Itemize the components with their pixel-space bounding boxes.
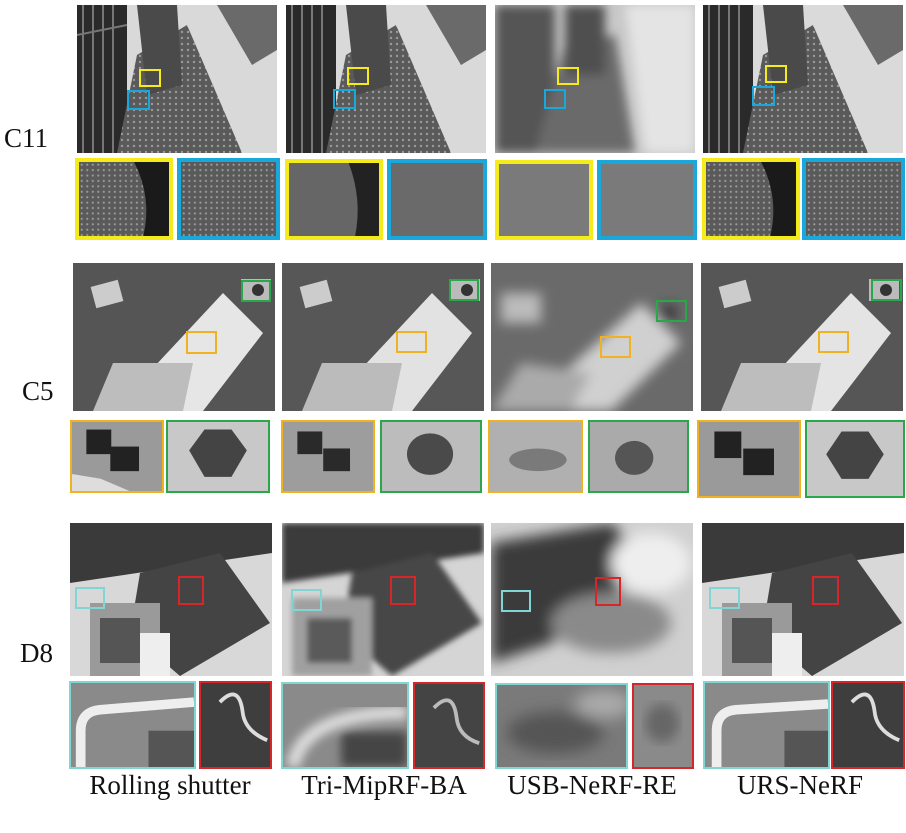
roi-box-orange — [600, 336, 631, 358]
crop-d8-rolling-shutter-red — [199, 681, 272, 769]
image-c11-tri-miprf-ba — [286, 5, 486, 153]
roi-box-yellow — [765, 65, 787, 83]
crop-d8-usb-nerf-re-red — [632, 683, 694, 769]
row-label-c5: C5 — [22, 376, 54, 406]
crop-c5-urs-nerf-orange — [697, 420, 801, 498]
column-label-usb-nerf-re: USB-NeRF-RE — [507, 770, 677, 800]
roi-box-cyan — [75, 587, 105, 609]
roi-box-blue — [127, 90, 150, 110]
crop-c5-rolling-shutter-orange — [70, 420, 164, 493]
image-c11-urs-nerf — [703, 5, 903, 153]
image-c5-urs-nerf — [701, 263, 903, 411]
roi-box-orange — [396, 331, 427, 353]
crop-c11-usb-nerf-re-yellow — [495, 160, 593, 240]
crop-c5-rolling-shutter-green — [166, 420, 270, 493]
roi-box-red — [178, 576, 204, 605]
crop-c11-urs-nerf-yellow — [702, 158, 800, 240]
roi-box-green — [871, 279, 902, 301]
image-d8-tri-miprf-ba — [282, 523, 484, 676]
roi-box-cyan — [709, 587, 740, 609]
roi-box-orange — [186, 331, 217, 354]
crop-c11-tri-miprf-ba-blue — [387, 159, 487, 240]
crop-d8-rolling-shutter-cyan — [69, 681, 196, 769]
crop-c11-urs-nerf-blue — [802, 158, 905, 240]
row-label-d8: D8 — [20, 638, 53, 668]
crop-d8-tri-miprf-ba-red — [413, 682, 485, 769]
roi-box-green — [241, 280, 271, 302]
crop-c11-tri-miprf-ba-yellow — [285, 159, 383, 240]
crop-c5-tri-miprf-ba-green — [380, 420, 482, 493]
column-label-rolling-shutter: Rolling shutter — [89, 770, 251, 800]
crop-d8-urs-nerf-cyan — [703, 681, 830, 769]
crop-c5-urs-nerf-green — [805, 420, 905, 498]
image-c5-usb-nerf-re — [491, 263, 693, 411]
roi-box-yellow — [139, 69, 161, 87]
roi-box-blue — [752, 86, 775, 106]
roi-box-red — [390, 576, 416, 605]
crop-d8-usb-nerf-re-cyan — [495, 683, 628, 769]
image-c11-usb-nerf-re — [495, 5, 695, 153]
roi-box-blue — [333, 89, 356, 109]
column-label-tri-miprf-ba: Tri-MipRF-BA — [301, 770, 467, 800]
roi-box-yellow — [557, 67, 579, 85]
crop-c5-usb-nerf-re-orange — [488, 420, 583, 493]
row-label-c11: C11 — [4, 123, 49, 153]
roi-box-cyan — [291, 589, 322, 611]
image-d8-urs-nerf — [702, 523, 904, 676]
crop-c11-rolling-shutter-yellow — [75, 158, 173, 240]
crop-c11-rolling-shutter-blue — [177, 158, 280, 240]
roi-box-yellow — [347, 67, 369, 85]
roi-box-red — [595, 577, 621, 606]
column-label-urs-nerf: URS-NeRF — [736, 770, 864, 800]
image-d8-rolling-shutter — [70, 523, 272, 676]
crop-c5-usb-nerf-re-green — [588, 420, 689, 493]
roi-box-green — [656, 300, 687, 322]
roi-box-blue — [544, 89, 566, 109]
image-d8-usb-nerf-re — [491, 523, 693, 676]
roi-box-red — [812, 576, 839, 605]
crop-d8-urs-nerf-red — [831, 681, 905, 769]
crop-c11-usb-nerf-re-blue — [597, 160, 697, 240]
image-c11-rolling-shutter — [77, 5, 277, 153]
crop-d8-tri-miprf-ba-cyan — [281, 682, 409, 769]
crop-c5-tri-miprf-ba-orange — [281, 420, 375, 493]
roi-box-orange — [818, 331, 849, 353]
roi-box-green — [449, 279, 479, 301]
roi-box-cyan — [501, 590, 531, 612]
